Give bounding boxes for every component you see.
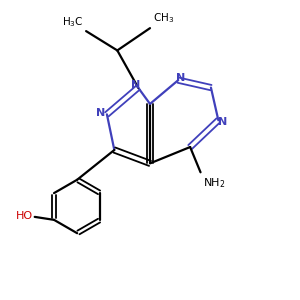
Text: HO: HO xyxy=(16,211,33,221)
Text: N: N xyxy=(130,80,140,90)
Text: N: N xyxy=(96,108,105,118)
Text: N: N xyxy=(176,73,185,83)
Text: CH$_3$: CH$_3$ xyxy=(153,11,174,25)
Text: H$_3$C: H$_3$C xyxy=(61,15,83,29)
Text: NH$_2$: NH$_2$ xyxy=(203,176,226,190)
Text: N: N xyxy=(218,117,227,127)
